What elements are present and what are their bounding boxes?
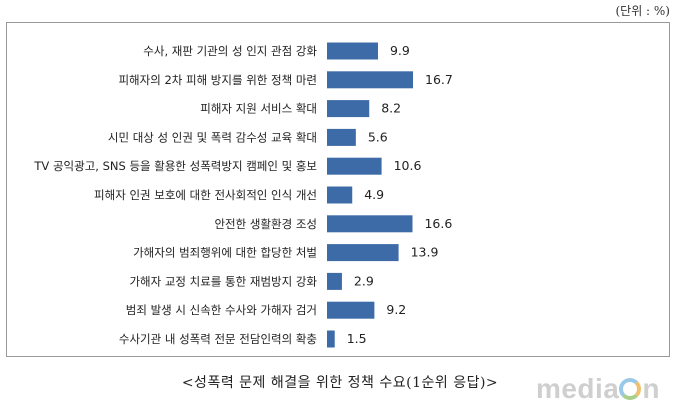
bar-chart: 수사, 재판 기관의 성 인지 관점 강화 9.9 피해자의 2차 피해 방지를 위…: [33, 42, 453, 348]
bar: [327, 244, 399, 262]
data-label: 10.6: [394, 158, 422, 173]
data-label: 8.2: [381, 101, 401, 116]
category-label: 가해자의 범죄행위에 대한 합당한 처벌: [133, 246, 317, 260]
bar: [327, 100, 370, 118]
category-label: TV 공익광고, SNS 등을 활용한 성폭력방지 캠페인 및 홍보: [33, 159, 317, 173]
category-label: 수사, 재판 기관의 성 인지 관점 강화: [143, 44, 317, 58]
mediaon-watermark-logo: media n: [536, 373, 660, 405]
category-label: 안전한 생활환경 조성: [214, 217, 317, 231]
category-label: 수사기관 내 성폭력 전문 전담인력의 확충: [119, 332, 317, 346]
data-label: 5.6: [368, 129, 388, 144]
bar: [327, 42, 378, 60]
bar: [327, 157, 382, 175]
data-label: 2.9: [354, 273, 374, 288]
data-label: 9.2: [386, 302, 406, 317]
bar: [327, 330, 335, 348]
category-label: 시민 대상 성 인권 및 폭력 감수성 교육 확대: [108, 130, 317, 144]
bar: [327, 186, 353, 204]
data-label: 9.9: [390, 43, 410, 58]
chart-frame: 수사, 재판 기관의 성 인지 관점 강화 9.9 피해자의 2차 피해 방지를 위…: [6, 22, 670, 357]
bar: [327, 215, 413, 233]
bar: [327, 71, 414, 89]
watermark-text-end: n: [642, 373, 660, 404]
bar: [327, 301, 375, 319]
watermark-o-icon: [619, 378, 642, 400]
category-label: 범죄 발생 시 신속한 수사와 가해자 검거: [126, 303, 317, 317]
category-label: 피해자 지원 서비스 확대: [200, 102, 317, 116]
bar: [327, 128, 356, 146]
chart-caption: <성폭력 문제 해결을 위한 정책 수요(1순위 응답)>: [181, 375, 499, 391]
data-label: 16.6: [424, 216, 452, 231]
category-label: 피해자 인권 보호에 대한 전사회적인 인식 개선: [94, 188, 317, 202]
category-label: 가해자 교정 치료를 통한 재범방지 강화: [129, 274, 317, 288]
data-label: 1.5: [347, 331, 367, 346]
bar: [327, 272, 342, 290]
data-label: 13.9: [411, 245, 439, 260]
data-label: 16.7: [425, 72, 453, 87]
data-label: 4.9: [364, 187, 384, 202]
watermark-text: media: [535, 373, 620, 404]
category-label: 피해자의 2차 피해 방지를 위한 정책 마련: [118, 73, 317, 87]
unit-label: (단위 : %): [615, 4, 670, 18]
